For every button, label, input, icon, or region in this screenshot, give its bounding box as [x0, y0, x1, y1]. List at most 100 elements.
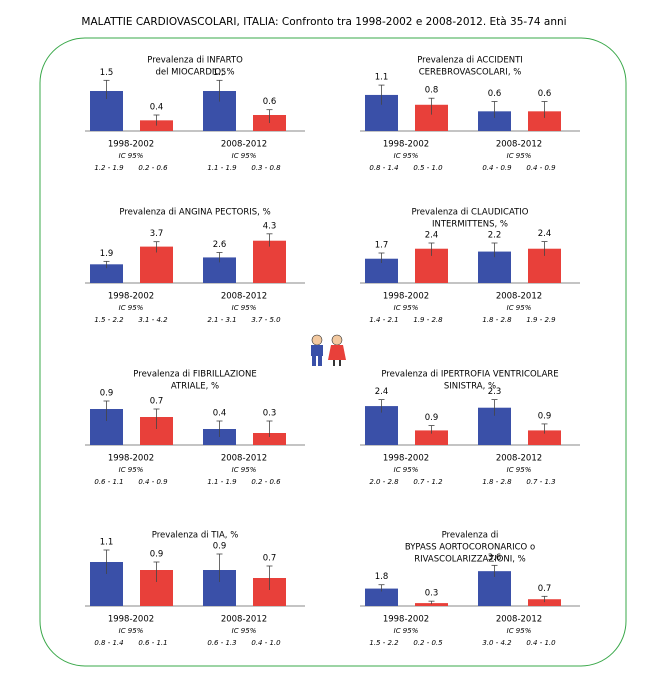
panel-title: SINISTRA, %	[444, 382, 496, 392]
ci-heading: IC 95%	[507, 152, 532, 160]
x-tick-label: 2008-2012	[221, 140, 267, 150]
ci-label: 1.1 - 1.9	[207, 164, 237, 172]
ci-label: 0.5 - 1.0	[413, 164, 443, 172]
value-label: 1.5	[213, 68, 227, 78]
page-title: MALATTIE CARDIOVASCOLARI, ITALIA: Confro…	[81, 16, 566, 28]
ci-label: 1.1 - 1.9	[207, 478, 237, 486]
ci-label: 2.0 - 2.8	[369, 478, 399, 486]
value-label: 4.3	[263, 221, 277, 231]
bar	[528, 111, 561, 131]
bar	[90, 264, 123, 283]
value-label: 3.6	[488, 553, 502, 563]
x-tick-label: 1998-2002	[108, 292, 154, 302]
value-label: 2.4	[538, 229, 552, 239]
value-label: 0.7	[150, 397, 164, 407]
ci-label: 0.7 - 1.2	[413, 478, 443, 486]
panel-title: BYPASS AORTOCORONARICO o	[405, 543, 535, 553]
ci-label: 1.2 - 1.9	[94, 164, 124, 172]
value-label: 1.5	[100, 68, 114, 78]
bar	[528, 599, 561, 606]
ci-label: 1.4 - 2.1	[369, 316, 398, 324]
bar	[140, 120, 173, 131]
ci-label: 2.1 - 3.1	[207, 316, 236, 324]
value-label: 2.4	[425, 231, 439, 241]
ci-label: 0.6 - 1.1	[94, 478, 123, 486]
ci-label: 1.9 - 2.9	[526, 316, 556, 324]
ci-heading: IC 95%	[394, 304, 419, 312]
value-label: 3.7	[150, 229, 164, 239]
bar	[415, 430, 448, 445]
ci-heading: IC 95%	[232, 627, 257, 635]
ci-label: 0.6 - 1.1	[138, 639, 167, 647]
bar	[253, 433, 286, 445]
value-label: 1.1	[100, 538, 114, 548]
value-label: 2.3	[488, 387, 502, 397]
frame	[39, 37, 627, 667]
ci-label: 0.8 - 1.4	[94, 639, 123, 647]
panel-title: Prevalenza di ANGINA PECTORIS, %	[119, 208, 270, 218]
ci-heading: IC 95%	[507, 627, 532, 635]
value-label: 1.8	[375, 572, 389, 582]
ci-label: 0.6 - 1.3	[207, 639, 236, 647]
value-label: 0.9	[213, 542, 227, 552]
x-tick-label: 1998-2002	[383, 140, 429, 150]
ci-heading: IC 95%	[507, 304, 532, 312]
x-tick-label: 2008-2012	[496, 454, 542, 464]
panel-title: del MIOCARDIO, %	[155, 68, 234, 78]
ci-label: 0.4 - 0.9	[138, 478, 168, 486]
bar	[253, 240, 286, 283]
ci-label: 0.4 - 0.9	[526, 164, 556, 172]
ci-label: 3.1 - 4.2	[138, 316, 168, 324]
ci-label: 3.0 - 4.2	[482, 639, 512, 647]
panel-title: Prevalenza di ACCIDENTI	[417, 56, 523, 66]
ci-label: 0.2 - 0.5	[413, 639, 443, 647]
value-label: 0.9	[425, 413, 439, 423]
ci-heading: IC 95%	[394, 627, 419, 635]
ci-label: 0.4 - 1.0	[526, 639, 556, 647]
x-tick-label: 1998-2002	[108, 615, 154, 625]
panel-title: RIVASCOLARIZZAZIONI, %	[414, 555, 526, 565]
ci-heading: IC 95%	[232, 466, 257, 474]
ci-heading: IC 95%	[119, 152, 144, 160]
panel-title: Prevalenza di FIBRILLAZIONE	[133, 370, 256, 380]
x-tick-label: 2008-2012	[496, 292, 542, 302]
panel-title: Prevalenza di CLAUDICATIO	[412, 208, 529, 218]
ci-label: 0.4 - 1.0	[251, 639, 281, 647]
bar	[415, 603, 448, 606]
value-label: 2.2	[488, 231, 502, 241]
x-tick-label: 1998-2002	[108, 140, 154, 150]
value-label: 0.6	[538, 89, 552, 99]
ci-heading: IC 95%	[232, 304, 257, 312]
ci-heading: IC 95%	[232, 152, 257, 160]
x-tick-label: 2008-2012	[496, 615, 542, 625]
ci-heading: IC 95%	[119, 466, 144, 474]
ci-label: 0.8 - 1.4	[369, 164, 398, 172]
value-label: 0.6	[488, 89, 502, 99]
ci-heading: IC 95%	[119, 627, 144, 635]
value-label: 0.3	[263, 409, 277, 419]
value-label: 1.9	[100, 249, 114, 259]
value-label: 0.9	[538, 411, 552, 421]
value-label: 0.8	[425, 86, 439, 96]
value-label: 1.7	[375, 241, 389, 251]
value-label: 0.9	[150, 550, 164, 560]
x-tick-label: 1998-2002	[383, 292, 429, 302]
ci-label: 1.5 - 2.2	[369, 639, 399, 647]
x-tick-label: 1998-2002	[383, 454, 429, 464]
bar	[528, 430, 561, 445]
value-label: 1.1	[375, 73, 389, 83]
x-tick-label: 1998-2002	[383, 615, 429, 625]
ci-label: 0.3 - 0.8	[251, 164, 281, 172]
kids-icon	[311, 334, 346, 366]
panel-title: CEREBROVASCOLARI, %	[419, 68, 522, 78]
ci-label: 0.2 - 0.6	[251, 478, 281, 486]
ci-label: 1.8 - 2.8	[482, 316, 512, 324]
value-label: 0.4	[213, 409, 227, 419]
ci-heading: IC 95%	[507, 466, 532, 474]
value-label: 0.7	[263, 554, 277, 564]
panel-title: Prevalenza di	[442, 531, 499, 541]
panel-title: INTERMITTENS, %	[432, 220, 508, 230]
panel-title: Prevalenza di INFARTO	[147, 56, 243, 66]
value-label: 2.4	[375, 387, 389, 397]
